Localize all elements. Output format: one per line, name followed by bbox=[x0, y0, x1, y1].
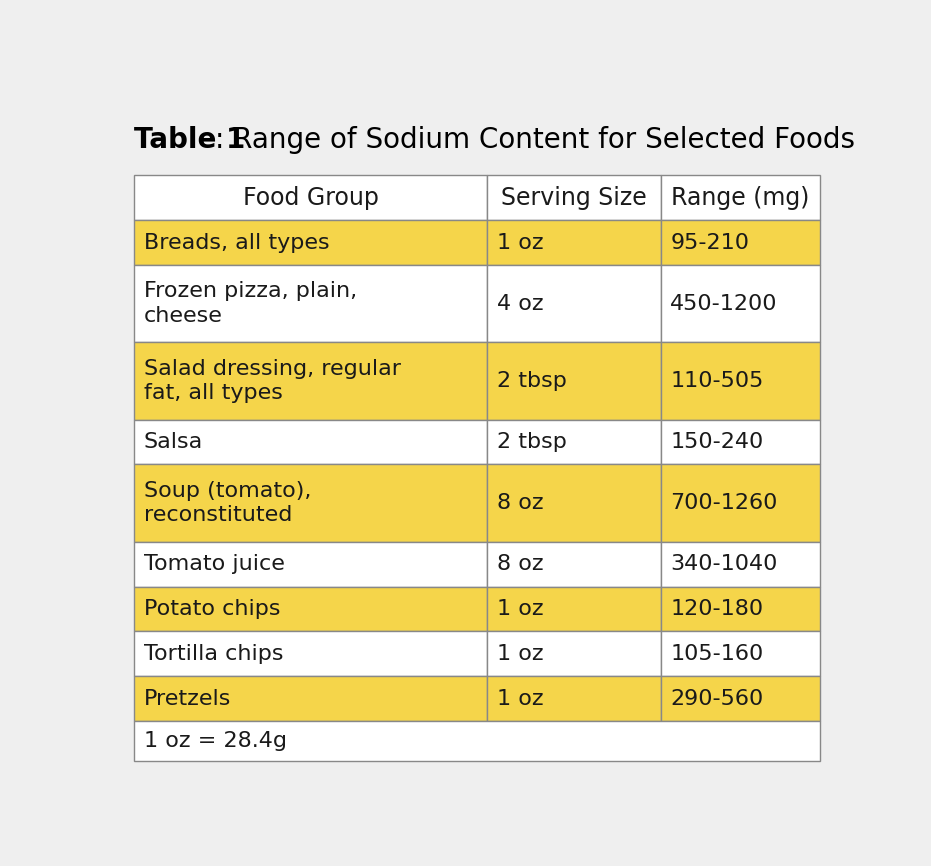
Bar bbox=[488, 541, 661, 586]
Bar bbox=[134, 464, 488, 541]
Bar bbox=[661, 464, 820, 541]
Text: 95-210: 95-210 bbox=[670, 233, 749, 253]
Bar bbox=[488, 676, 661, 721]
Text: Tomato juice: Tomato juice bbox=[143, 554, 285, 574]
Text: Range (mg): Range (mg) bbox=[671, 185, 810, 210]
Text: 1 oz: 1 oz bbox=[497, 233, 544, 253]
Bar bbox=[134, 721, 820, 760]
Bar bbox=[488, 175, 661, 220]
Bar bbox=[134, 541, 488, 586]
Text: Soup (tomato),
reconstituted: Soup (tomato), reconstituted bbox=[143, 481, 311, 526]
Text: 1 oz: 1 oz bbox=[497, 644, 544, 664]
Bar bbox=[134, 631, 488, 676]
Bar bbox=[134, 342, 488, 419]
Text: Tortilla chips: Tortilla chips bbox=[143, 644, 283, 664]
Text: 4 oz: 4 oz bbox=[497, 294, 544, 313]
Text: 105-160: 105-160 bbox=[670, 644, 763, 664]
Bar bbox=[488, 631, 661, 676]
Text: Potato chips: Potato chips bbox=[143, 599, 280, 619]
Text: 150-240: 150-240 bbox=[670, 432, 763, 452]
Bar bbox=[134, 676, 488, 721]
Bar bbox=[134, 265, 488, 342]
Text: 1 oz: 1 oz bbox=[497, 599, 544, 619]
Text: Salsa: Salsa bbox=[143, 432, 203, 452]
Text: Frozen pizza, plain,
cheese: Frozen pizza, plain, cheese bbox=[143, 281, 357, 326]
Text: 340-1040: 340-1040 bbox=[670, 554, 777, 574]
Bar bbox=[661, 175, 820, 220]
Text: 290-560: 290-560 bbox=[670, 688, 763, 708]
Text: Breads, all types: Breads, all types bbox=[143, 233, 330, 253]
Text: 8 oz: 8 oz bbox=[497, 554, 544, 574]
Text: 700-1260: 700-1260 bbox=[670, 493, 777, 513]
Text: 2 tbsp: 2 tbsp bbox=[497, 432, 567, 452]
Text: Pretzels: Pretzels bbox=[143, 688, 231, 708]
Bar bbox=[661, 586, 820, 631]
Text: Table 1: Table 1 bbox=[134, 126, 246, 154]
Bar bbox=[134, 586, 488, 631]
Bar bbox=[488, 419, 661, 464]
Text: 2 tbsp: 2 tbsp bbox=[497, 371, 567, 391]
Bar bbox=[134, 220, 488, 265]
Text: 1 oz: 1 oz bbox=[497, 688, 544, 708]
Bar bbox=[661, 342, 820, 419]
Bar bbox=[661, 676, 820, 721]
Text: Salad dressing, regular
fat, all types: Salad dressing, regular fat, all types bbox=[143, 359, 400, 404]
Text: : Range of Sodium Content for Selected Foods: : Range of Sodium Content for Selected F… bbox=[215, 126, 856, 154]
Text: 8 oz: 8 oz bbox=[497, 493, 544, 513]
Bar bbox=[661, 541, 820, 586]
Text: Serving Size: Serving Size bbox=[501, 185, 647, 210]
Bar bbox=[134, 419, 488, 464]
Text: 110-505: 110-505 bbox=[670, 371, 763, 391]
Bar bbox=[488, 464, 661, 541]
Bar bbox=[661, 220, 820, 265]
Bar bbox=[661, 631, 820, 676]
Text: 120-180: 120-180 bbox=[670, 599, 763, 619]
Bar bbox=[661, 419, 820, 464]
Text: 450-1200: 450-1200 bbox=[670, 294, 777, 313]
Bar bbox=[661, 265, 820, 342]
Bar bbox=[488, 265, 661, 342]
Bar bbox=[134, 175, 488, 220]
Text: 1 oz = 28.4g: 1 oz = 28.4g bbox=[143, 731, 287, 751]
Bar bbox=[488, 342, 661, 419]
Bar bbox=[488, 586, 661, 631]
Text: Food Group: Food Group bbox=[243, 185, 379, 210]
Bar bbox=[488, 220, 661, 265]
